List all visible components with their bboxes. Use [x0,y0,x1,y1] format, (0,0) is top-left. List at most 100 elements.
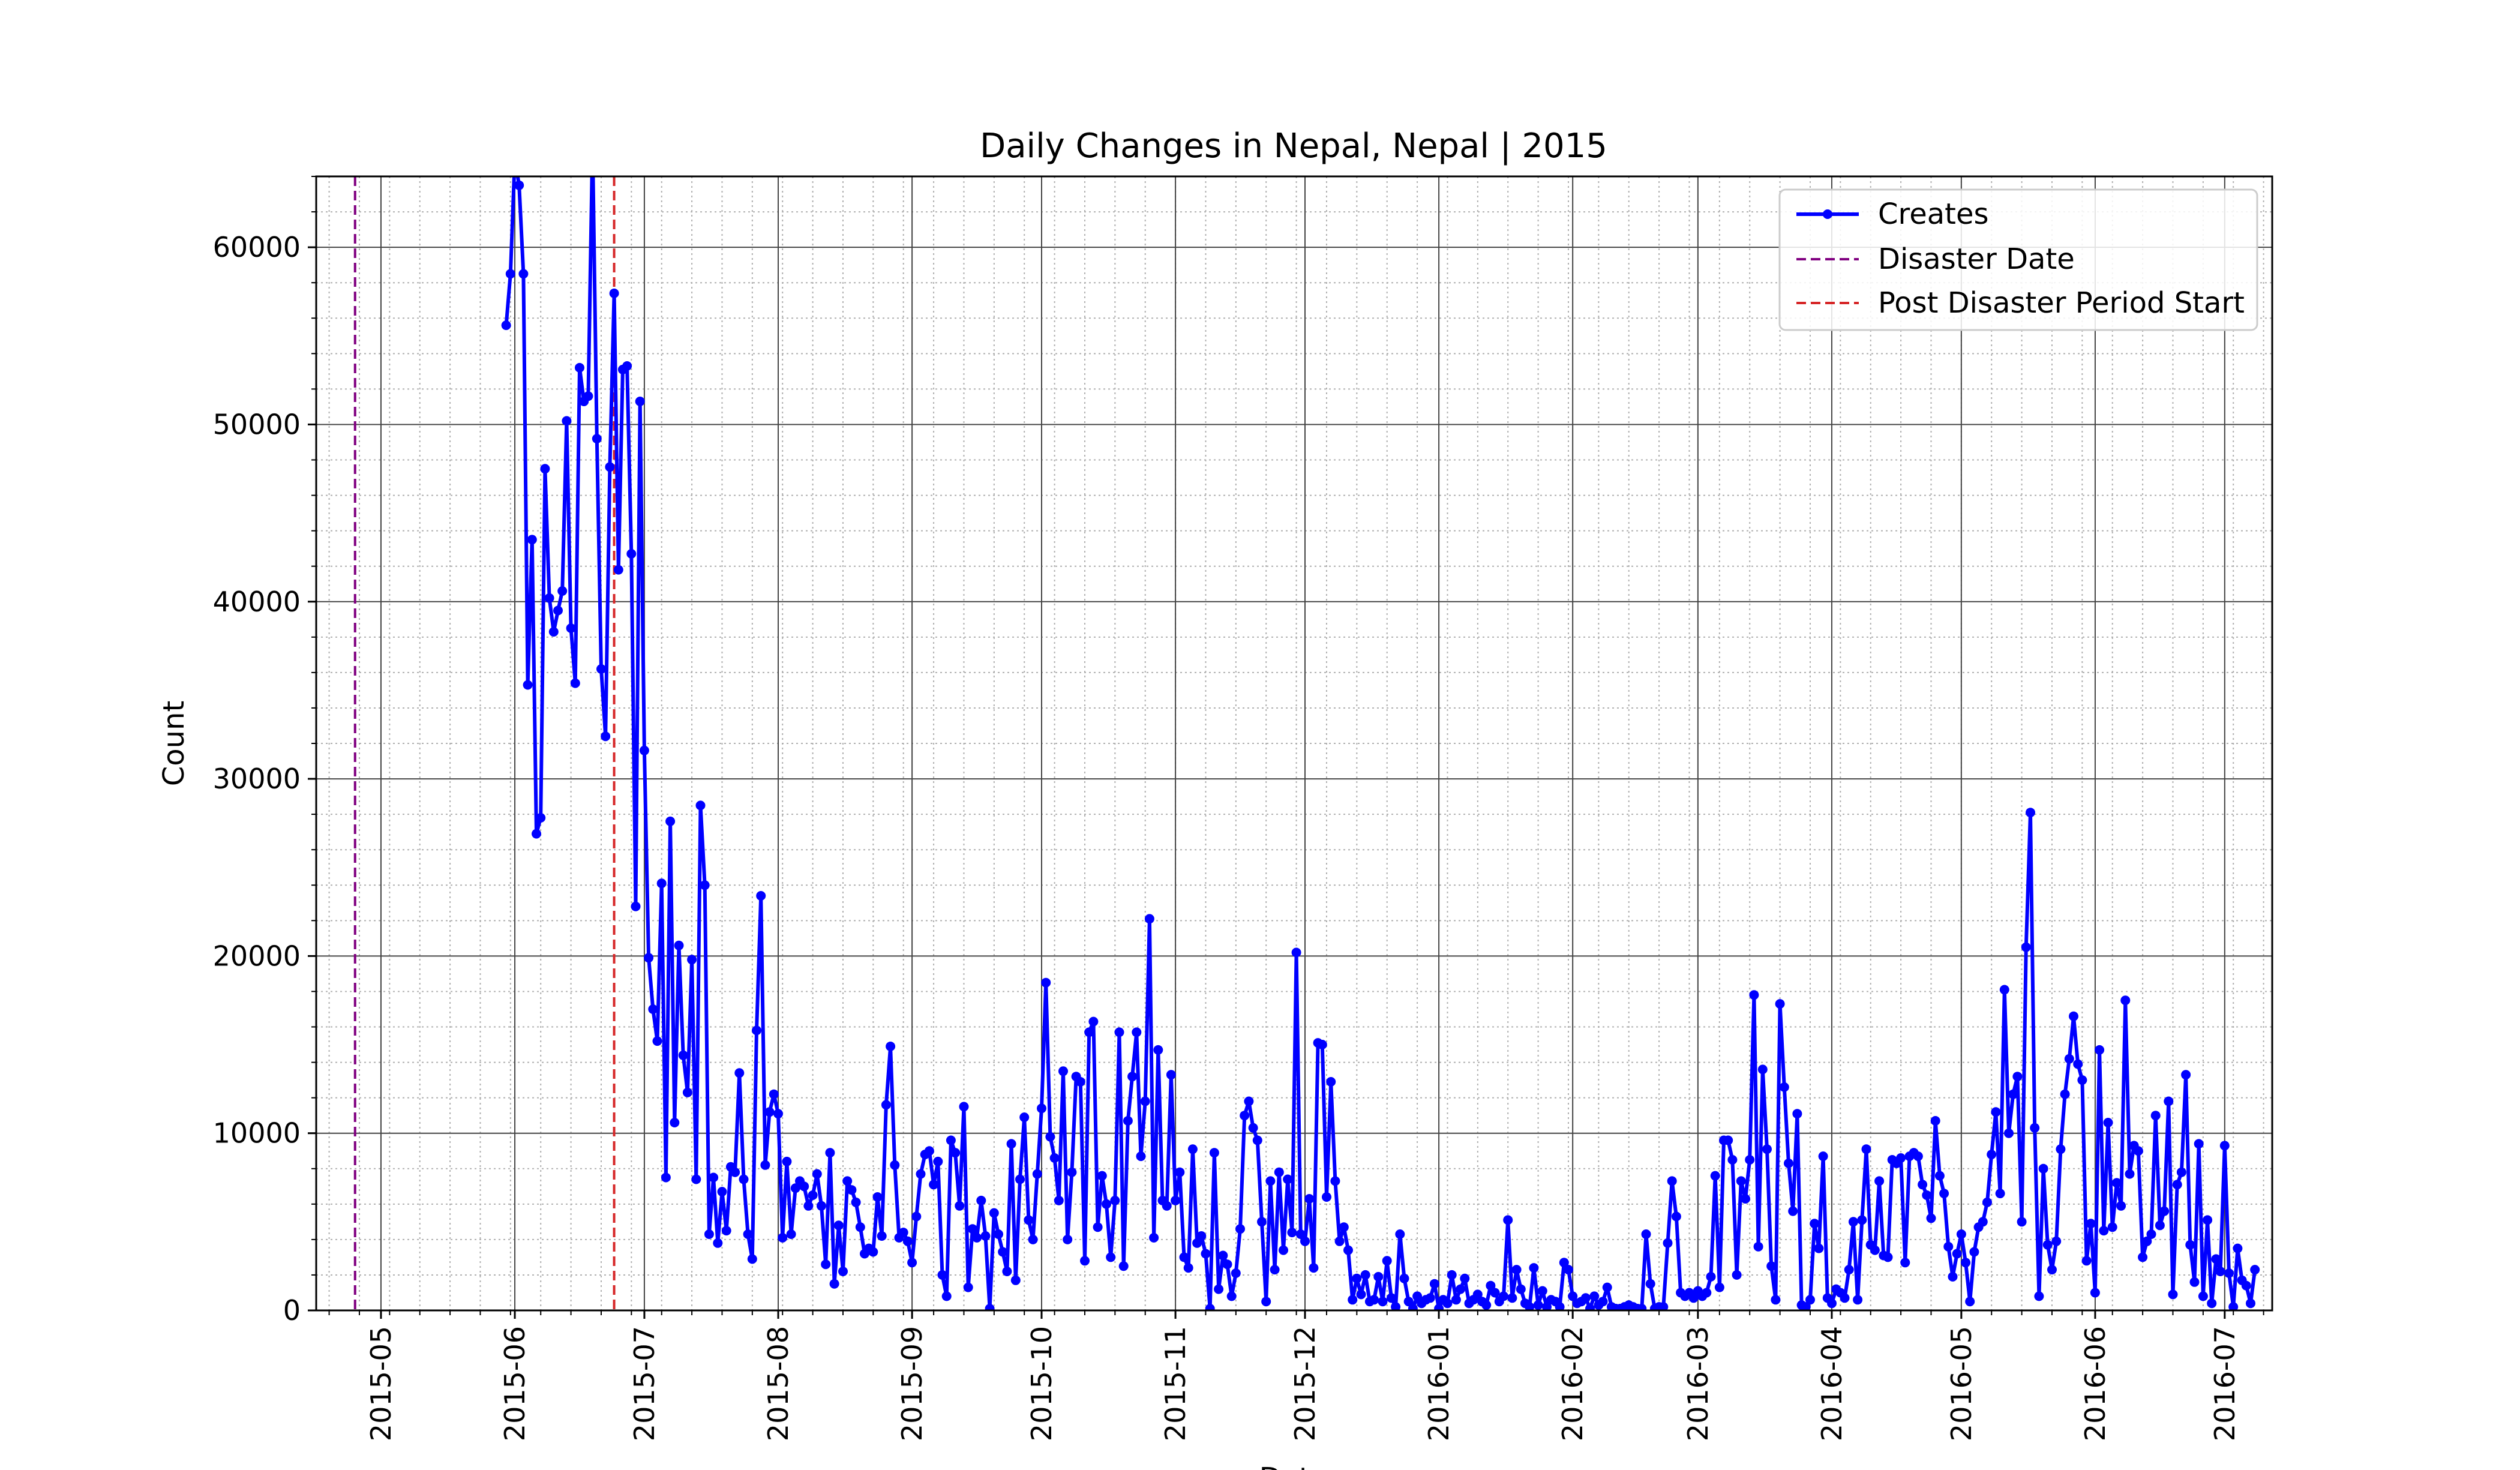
data-point [1930,1116,1940,1126]
data-point [1913,1151,1923,1162]
data-point [1136,1151,1146,1162]
data-point [989,1208,999,1218]
data-point [2142,1236,2152,1246]
data-point [1287,1228,1297,1238]
data-point [1037,1103,1046,1114]
data-point [695,800,706,811]
data-point [847,1185,857,1195]
data-point [721,1226,731,1236]
data-point [1645,1279,1655,1289]
data-point [1533,1300,1543,1310]
data-point [1861,1144,1871,1154]
data-point [764,1107,775,1117]
data-point [1149,1232,1159,1243]
data-point [1585,1304,1595,1310]
data-point [1118,1261,1129,1271]
data-point [851,1197,861,1207]
data-point [1425,1293,1435,1303]
data-point [1580,1293,1591,1303]
data-point [1481,1300,1492,1310]
data-point [1507,1293,1517,1303]
data-point [1049,1153,1060,1163]
data-point [1261,1297,1271,1307]
data-point [2189,1277,2200,1287]
data-point [1205,1304,1215,1310]
data-point [1317,1040,1327,1049]
data-point [998,1247,1008,1257]
data-point [2116,1201,2126,1211]
data-point [1412,1291,1423,1301]
data-point [994,1229,1003,1239]
x-tick-label: 2016-05 [1945,1326,1978,1441]
data-point [2081,1256,2092,1266]
data-point [1727,1155,1738,1165]
data-point [2219,1141,2230,1151]
data-point [790,1183,800,1193]
data-point [1896,1153,1906,1163]
data-point [1447,1270,1457,1280]
data-point [872,1192,883,1202]
data-point [1187,1144,1198,1154]
data-point [1093,1222,1103,1232]
data-point [967,1224,977,1234]
data-point [825,1148,835,1158]
data-point [1088,1016,1099,1027]
data-point [1952,1249,1962,1259]
data-point [1814,1243,1824,1253]
data-point [523,680,533,690]
data-point [2138,1252,2148,1262]
data-point [622,361,632,371]
data-point [2064,1054,2074,1064]
data-point [2099,1226,2109,1236]
data-point [1024,1215,1034,1225]
data-point [1084,1027,1094,1037]
data-point [1792,1109,1802,1119]
data-point [743,1229,753,1239]
minor-grid [316,176,2272,1310]
data-point [1326,1077,1336,1087]
data-point [1382,1256,1392,1266]
data-point [985,1304,995,1310]
data-point [1127,1072,1138,1082]
data-point [1006,1139,1016,1149]
data-point [1166,1070,1176,1080]
data-point [1226,1291,1237,1301]
data-point [1209,1148,1219,1158]
data-point [1183,1263,1193,1273]
data-point [674,940,684,950]
data-point [2211,1254,2221,1264]
data-point [514,180,524,190]
data-point [1999,985,2009,995]
data-point [1279,1245,1288,1255]
data-point [2155,1220,2165,1231]
data-point [1097,1171,1107,1181]
data-point [605,462,615,472]
data-point [2073,1059,2083,1069]
data-point [1002,1267,1012,1276]
data-point [717,1187,727,1197]
data-point [1041,977,1051,988]
data-point [678,1050,688,1060]
data-point [2185,1240,2195,1250]
x-axis: 2015-05 2015-06 2015-07 2015-08 2015-09 2015-… [328,1310,2264,1441]
data-point [532,829,541,839]
x-tick-label: 2015-11 [1159,1326,1192,1441]
y-tick-label: 20000 [213,940,301,972]
data-point [946,1135,956,1145]
data-point [2228,1302,2239,1310]
data-point [2017,1217,2027,1227]
data-point [648,1004,658,1014]
data-point [1537,1286,1547,1296]
data-point [1322,1192,1331,1202]
data-point [1144,914,1154,924]
data-point [1840,1293,1850,1303]
data-point [2090,1288,2100,1298]
data-point [963,1282,973,1292]
data-point [544,593,554,603]
x-tick-label: 2016-06 [2079,1326,2111,1441]
data-point [2181,1070,2191,1080]
data-point [2069,1011,2078,1021]
data-point [592,434,602,444]
data-point [1010,1275,1021,1285]
data-point [1222,1259,1232,1270]
